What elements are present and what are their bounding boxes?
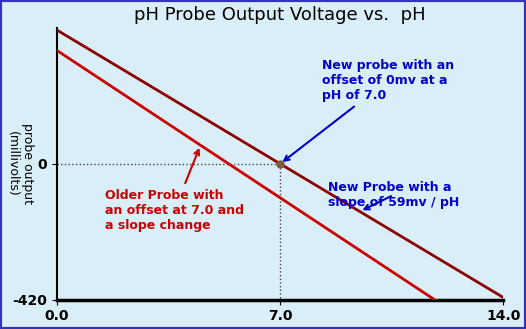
Text: Older Probe with
an offset at 7.0 and
a slope change: Older Probe with an offset at 7.0 and a … [105, 150, 244, 232]
Text: New Probe with a
slope of 59mv / pH: New Probe with a slope of 59mv / pH [328, 181, 459, 209]
Y-axis label: probe output
(millivolts): probe output (millivolts) [6, 123, 34, 204]
Text: New probe with an
offset of 0mv at a
pH of 7.0: New probe with an offset of 0mv at a pH … [284, 59, 454, 161]
Title: pH Probe Output Voltage vs.  pH: pH Probe Output Voltage vs. pH [134, 6, 426, 24]
